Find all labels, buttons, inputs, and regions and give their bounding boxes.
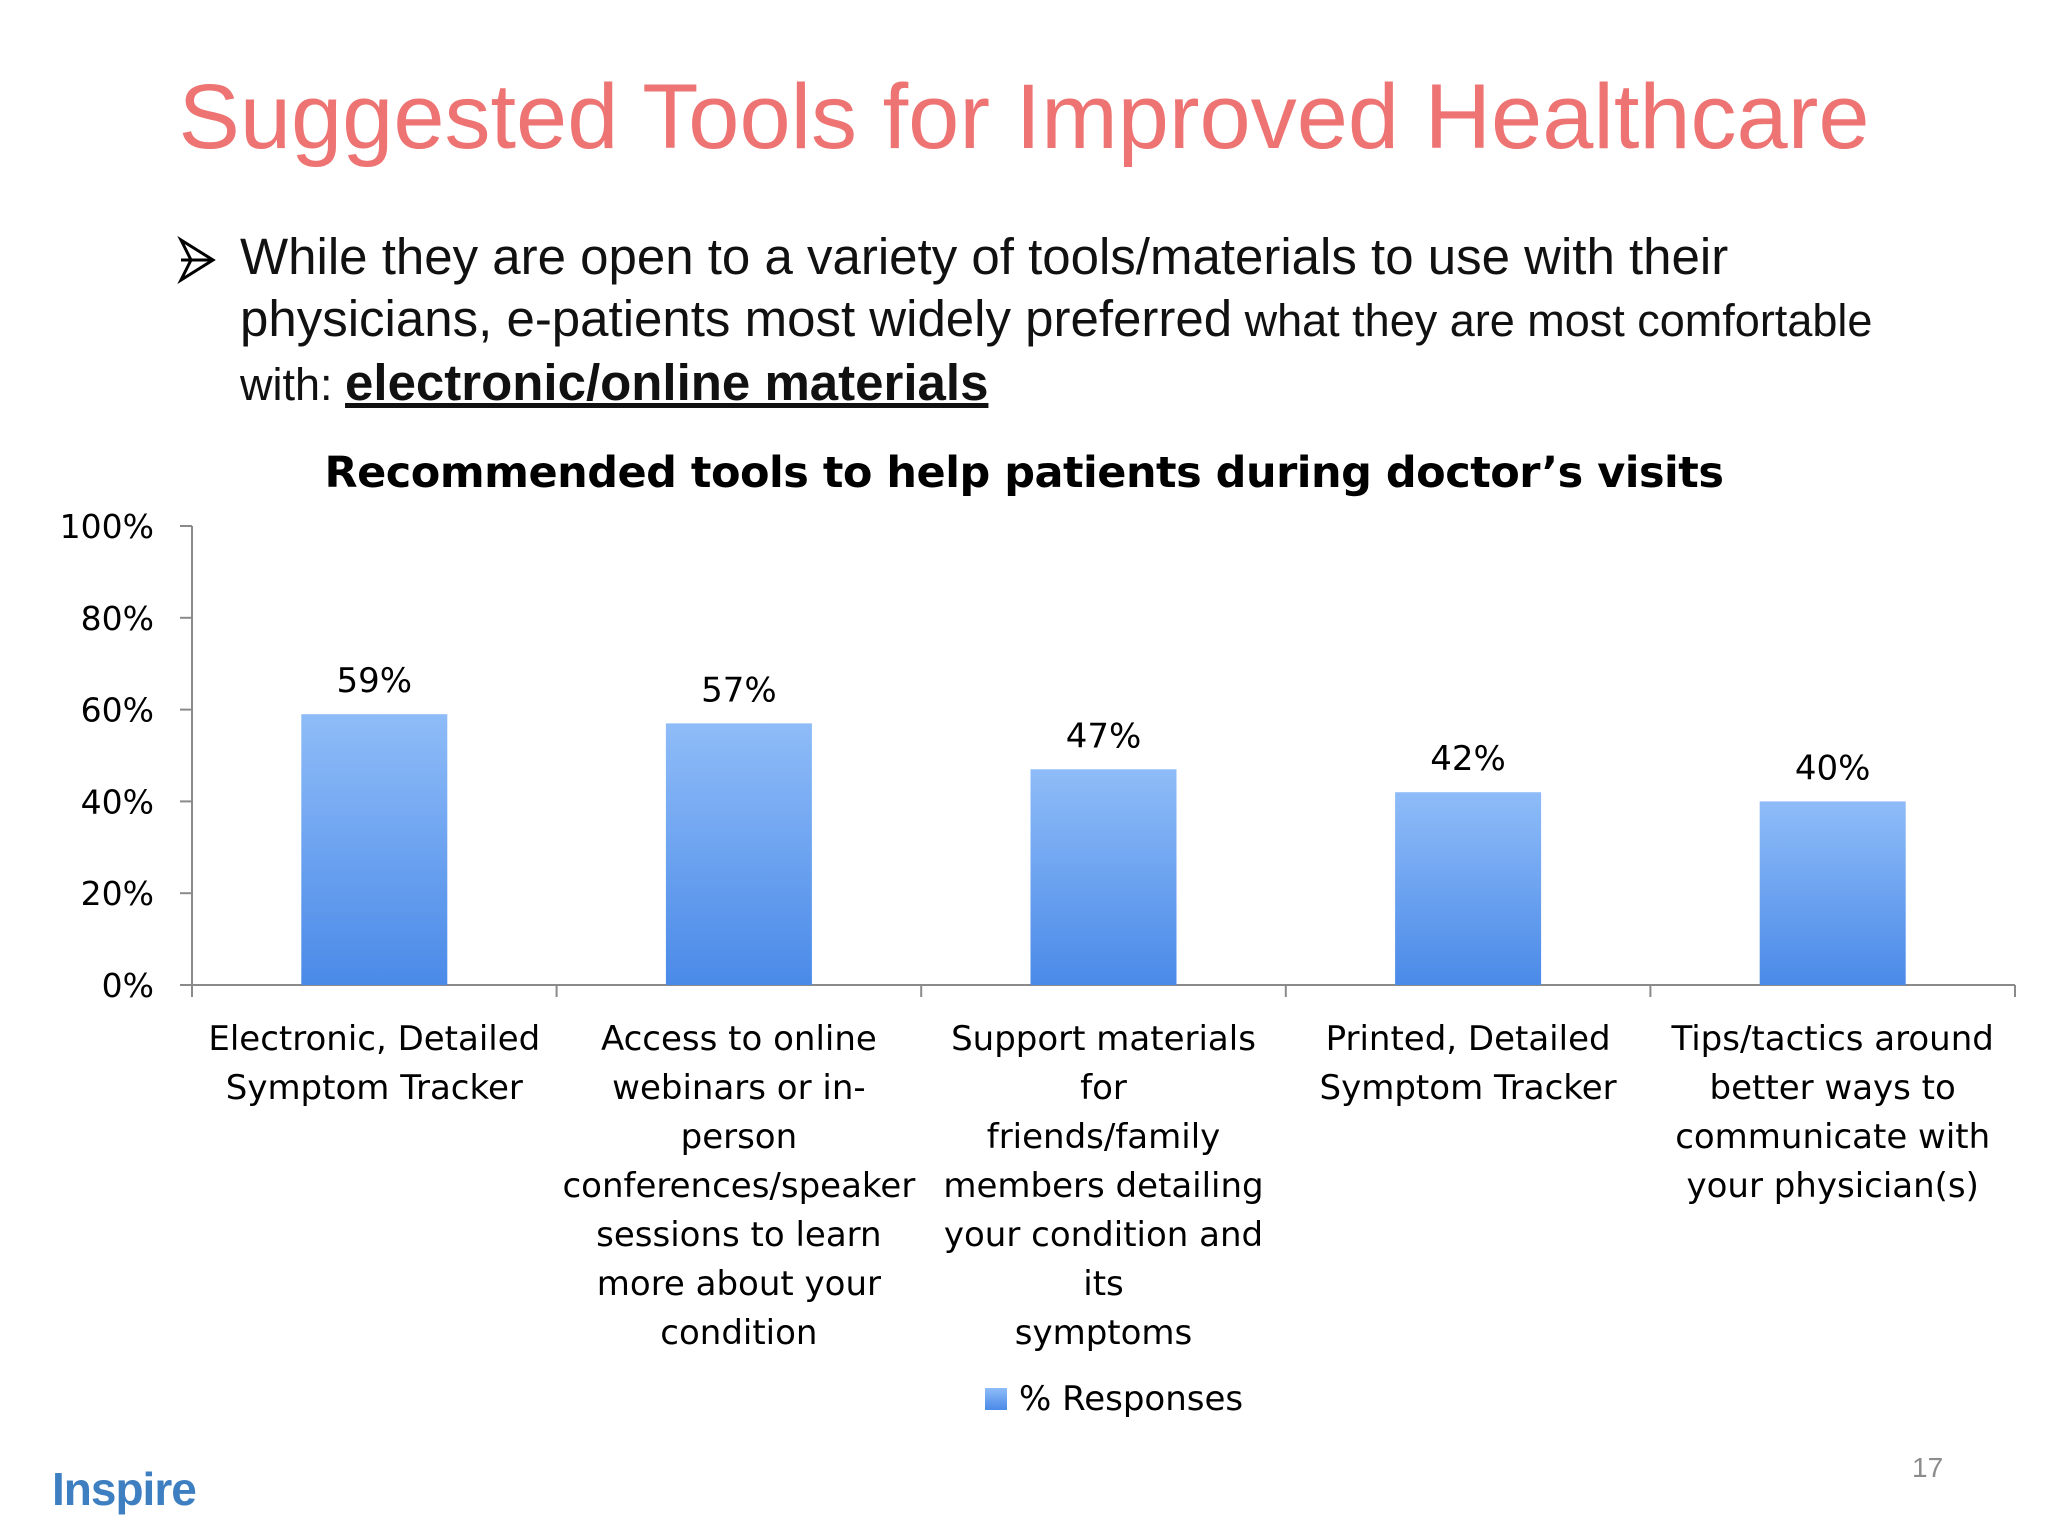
x-category-label-line: your physician(s) [1686,1166,1979,1206]
x-category-label: Access to online webinars or in-person con… [559,1015,919,1358]
bar-data-label: 42% [1430,739,1506,779]
arrow-bullet-icon [177,235,216,285]
slide-title: Suggested Tools for Improved Healthcare [178,66,1870,168]
bar-data-label: 47% [1066,716,1142,756]
x-category-label-line: your condition and its [943,1215,1264,1304]
chart-y-ticks: 0% 20% 40% 60% 80% 100% [60,507,192,1005]
bar-data-label: 59% [337,661,413,701]
y-tick-label: 40% [81,782,154,821]
inspire-logo: Inspire [52,1450,202,1520]
bar [301,714,448,985]
bullet-text-part1: While they are open to a variety of tool… [240,228,1729,347]
chart-data-labels: 59% 57% 47% 42% 40% [337,661,1871,788]
x-category-label-line: friends/family [986,1117,1221,1157]
bullet-text-part2: what they are most comfortable with: [240,295,1873,410]
x-category-label-line: webinars or in-person [612,1068,866,1157]
y-tick-label: 60% [81,691,154,730]
legend-label: % Responses [1019,1379,1244,1419]
y-tick-label: 80% [81,599,154,638]
y-tick-label: 100% [60,507,154,546]
x-category-label-line: members detailing [943,1166,1264,1206]
legend-swatch [985,1388,1007,1410]
x-category-label: Electronic, Detailed Symptom Tracker [194,1015,554,1113]
bar [1759,801,1906,985]
x-category-label-line: Electronic, Detailed [208,1019,541,1059]
y-tick-label: 20% [81,874,154,913]
x-category-label-line: sessions to learn [596,1215,882,1255]
x-category-label-line: condition [660,1313,818,1353]
x-category-label: Printed, Detailed Symptom Tracker [1288,1015,1648,1113]
page-number: 17 [1912,1452,1944,1483]
bar-data-label: 40% [1795,748,1871,788]
chart-legend: % Responses [985,1374,1243,1424]
chart-bars [301,714,1906,985]
x-category-label-line: conferences/speaker [562,1166,916,1206]
bar [1395,792,1542,985]
x-category-label: Support materials for friends/family membe… [924,1015,1284,1358]
x-category-label-line: Access to online [600,1019,877,1059]
x-category-label-line: better ways to [1709,1068,1956,1108]
x-category-label-line: Symptom Tracker [1319,1068,1617,1108]
bar [665,723,812,985]
x-category-label-line: communicate with [1675,1117,1991,1157]
x-category-label-line: Tips/tactics around [1671,1019,1994,1059]
x-category-label-line: Symptom Tracker [225,1068,523,1108]
bar-data-label: 57% [701,670,777,710]
x-category-label-line: Printed, Detailed [1325,1019,1611,1059]
y-tick-label: 0% [102,966,154,1005]
x-category-label-line: more about your [596,1264,882,1304]
bullet-text: While they are open to a variety of tool… [240,226,1940,416]
x-category-label-line: symptoms [1014,1313,1193,1353]
x-category-label: Tips/tactics around better ways to communi… [1653,1015,2013,1211]
x-category-label-line: Support materials for [951,1019,1256,1108]
logo-text: Inspire [52,1463,197,1515]
chart-title: Recommended tools to help patients durin… [324,448,1724,498]
bullet-emphasis: electronic/online materials [345,354,989,411]
bar [1030,769,1177,985]
